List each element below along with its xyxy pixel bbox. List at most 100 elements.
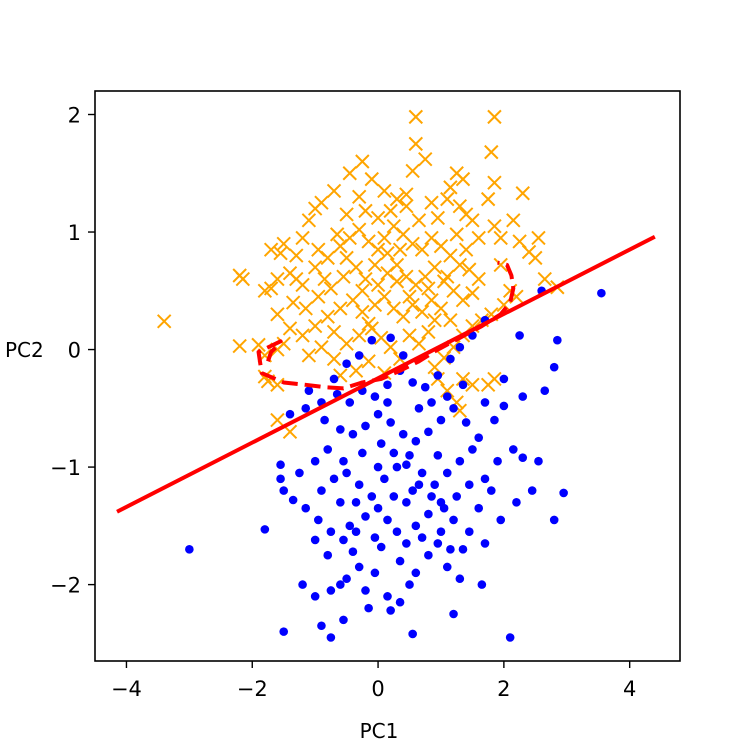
dot-marker-point (474, 503, 484, 513)
x-marker-point (270, 307, 285, 322)
dot-marker-point (420, 382, 430, 392)
x-marker-point (471, 271, 486, 287)
x-marker-point (317, 271, 332, 287)
x-marker-point (389, 191, 405, 207)
x-marker-point (323, 281, 339, 296)
dot-marker-point (433, 371, 443, 380)
x-marker-point (471, 230, 486, 246)
dot-marker-point (424, 550, 433, 560)
dot-marker-point (411, 568, 421, 578)
dot-marker-point (424, 427, 433, 437)
dot-marker-point (342, 359, 351, 368)
dot-marker-point (468, 445, 477, 454)
x-marker-point (358, 203, 373, 219)
dot-marker-point (320, 415, 329, 425)
dot-marker-point (499, 374, 509, 384)
dot-marker-point (427, 398, 436, 407)
dot-marker-point (310, 535, 320, 545)
dot-marker-point (474, 433, 484, 443)
dot-marker-point (389, 448, 399, 458)
x-marker-point (377, 183, 392, 199)
dot-marker-point (411, 436, 421, 446)
x-marker-point (361, 354, 376, 369)
dot-marker-point (329, 474, 339, 484)
x-marker-point (307, 260, 323, 275)
dot-marker-point (417, 533, 427, 542)
dot-marker-point (288, 495, 298, 505)
dot-marker-point (493, 456, 502, 466)
dot-marker-point (376, 439, 386, 448)
x-marker-point (531, 230, 546, 246)
x-marker-point (383, 203, 398, 219)
x-marker-point (405, 163, 420, 179)
dot-marker-point (509, 445, 518, 454)
x-marker-point (333, 301, 348, 316)
x-marker-point (408, 136, 424, 152)
dot-marker-point (370, 568, 380, 578)
dot-marker-point (339, 456, 348, 466)
x-marker-point (320, 309, 335, 324)
dot-marker-point (317, 621, 326, 631)
plot-frame (94, 90, 681, 662)
dot-marker-point (386, 606, 395, 615)
x-marker-point (311, 242, 326, 257)
x-marker-point (465, 213, 480, 228)
dot-marker-point (398, 429, 408, 439)
x-marker-point (458, 242, 474, 257)
dot-marker-point (336, 580, 345, 589)
dot-marker-point (402, 498, 411, 507)
dot-marker-point (285, 409, 295, 419)
dot-marker-point (527, 486, 537, 495)
dot-marker-point (336, 498, 345, 507)
y-axis-label: PC2 (5, 338, 44, 362)
x-marker-point (263, 242, 279, 257)
x-marker-point (377, 230, 392, 246)
y-tick-label: 1 (68, 221, 81, 245)
x-marker-point (411, 336, 427, 351)
dot-marker-point (449, 609, 458, 619)
x-marker-point (282, 321, 298, 336)
dot-marker-point (323, 445, 333, 454)
dot-marker-point (597, 288, 606, 298)
dot-marker-point (427, 492, 436, 501)
x-marker-point (273, 245, 288, 261)
dot-marker-point (433, 539, 443, 548)
dot-marker-point (392, 462, 402, 472)
x-marker-point (421, 324, 436, 340)
dot-marker-point (411, 521, 421, 531)
x-marker-point (329, 227, 345, 242)
x-marker-point (452, 198, 468, 214)
dot-marker-point (354, 562, 364, 572)
dot-marker-point (345, 521, 355, 531)
dot-marker-point (442, 468, 452, 478)
x-marker-point (339, 336, 354, 351)
x-marker-point (380, 245, 395, 261)
x-marker-point (361, 316, 376, 331)
x-marker-point (270, 377, 285, 393)
x-marker-point (389, 257, 405, 273)
dot-marker-point (436, 527, 446, 537)
dot-marker-point (383, 515, 392, 525)
dot-marker-point (461, 418, 471, 427)
x-marker-point (493, 257, 508, 273)
dot-marker-point (345, 398, 355, 407)
dot-marker-point (260, 525, 270, 534)
x-marker-point (251, 337, 266, 353)
x-marker-point (295, 328, 310, 343)
dot-marker-point (424, 509, 433, 519)
x-marker-point (405, 236, 420, 251)
dot-marker-point (361, 586, 370, 595)
dot-marker-point (389, 492, 399, 501)
x-axis-label: PC1 (360, 719, 399, 743)
dot-marker-point (455, 574, 465, 584)
dot-marker-point (477, 580, 487, 589)
x-marker-point (351, 189, 367, 204)
dot-marker-point (392, 527, 402, 537)
dot-marker-point (398, 351, 408, 360)
x-marker-point (537, 271, 552, 287)
x-marker-point (355, 283, 370, 299)
x-marker-point (440, 191, 455, 207)
x-marker-point (285, 295, 301, 310)
axes: −4 −2 0 2 4 −2 −1 0 1 2 (50, 104, 636, 701)
